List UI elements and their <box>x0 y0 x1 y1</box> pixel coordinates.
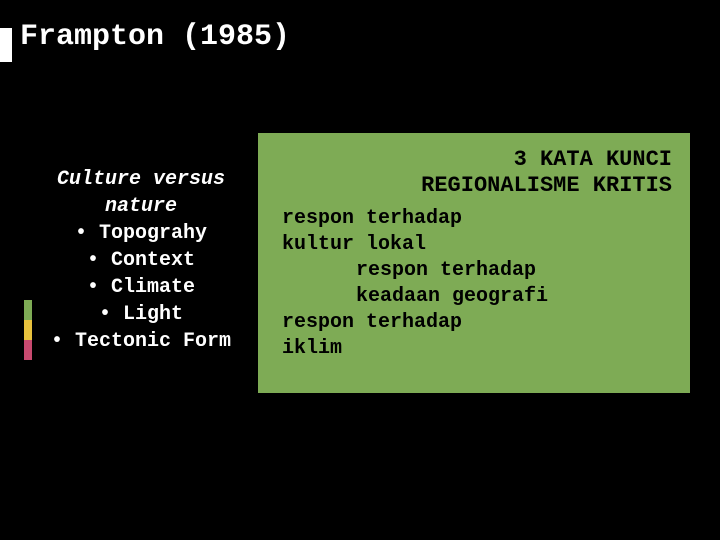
left-heading-line2: nature <box>36 193 246 220</box>
title-accent-bar <box>0 28 12 62</box>
left-accent-strip <box>24 300 32 360</box>
right-title: 3 KATA KUNCI REGIONALISME KRITIS <box>276 147 672 200</box>
left-item: • Climate <box>36 274 246 301</box>
right-line: iklim <box>276 336 672 362</box>
accent-yellow <box>24 320 32 340</box>
right-line: respon terhadap <box>276 206 672 232</box>
slide: Frampton (1985) Culture versus nature • … <box>0 0 720 540</box>
right-line: kultur lokal <box>276 232 672 258</box>
slide-title: Frampton (1985) <box>20 20 290 54</box>
right-line: respon terhadap <box>276 258 672 284</box>
left-item: • Context <box>36 247 246 274</box>
right-line: keadaan geografi <box>276 284 672 310</box>
right-line: respon terhadap <box>276 310 672 336</box>
left-item: • Topograhy <box>36 220 246 247</box>
right-body: respon terhadap kultur lokal respon terh… <box>276 206 672 362</box>
accent-green <box>24 300 32 320</box>
right-title-line1: 3 KATA KUNCI <box>276 147 672 173</box>
right-title-line2: REGIONALISME KRITIS <box>276 173 672 199</box>
accent-pink <box>24 340 32 360</box>
left-heading-line1: Culture versus <box>36 166 246 193</box>
left-item: • Tectonic Form <box>36 328 246 355</box>
left-item: • Light <box>36 301 246 328</box>
left-column: Culture versus nature • Topograhy • Cont… <box>36 166 246 355</box>
right-panel: 3 KATA KUNCI REGIONALISME KRITIS respon … <box>258 133 690 393</box>
